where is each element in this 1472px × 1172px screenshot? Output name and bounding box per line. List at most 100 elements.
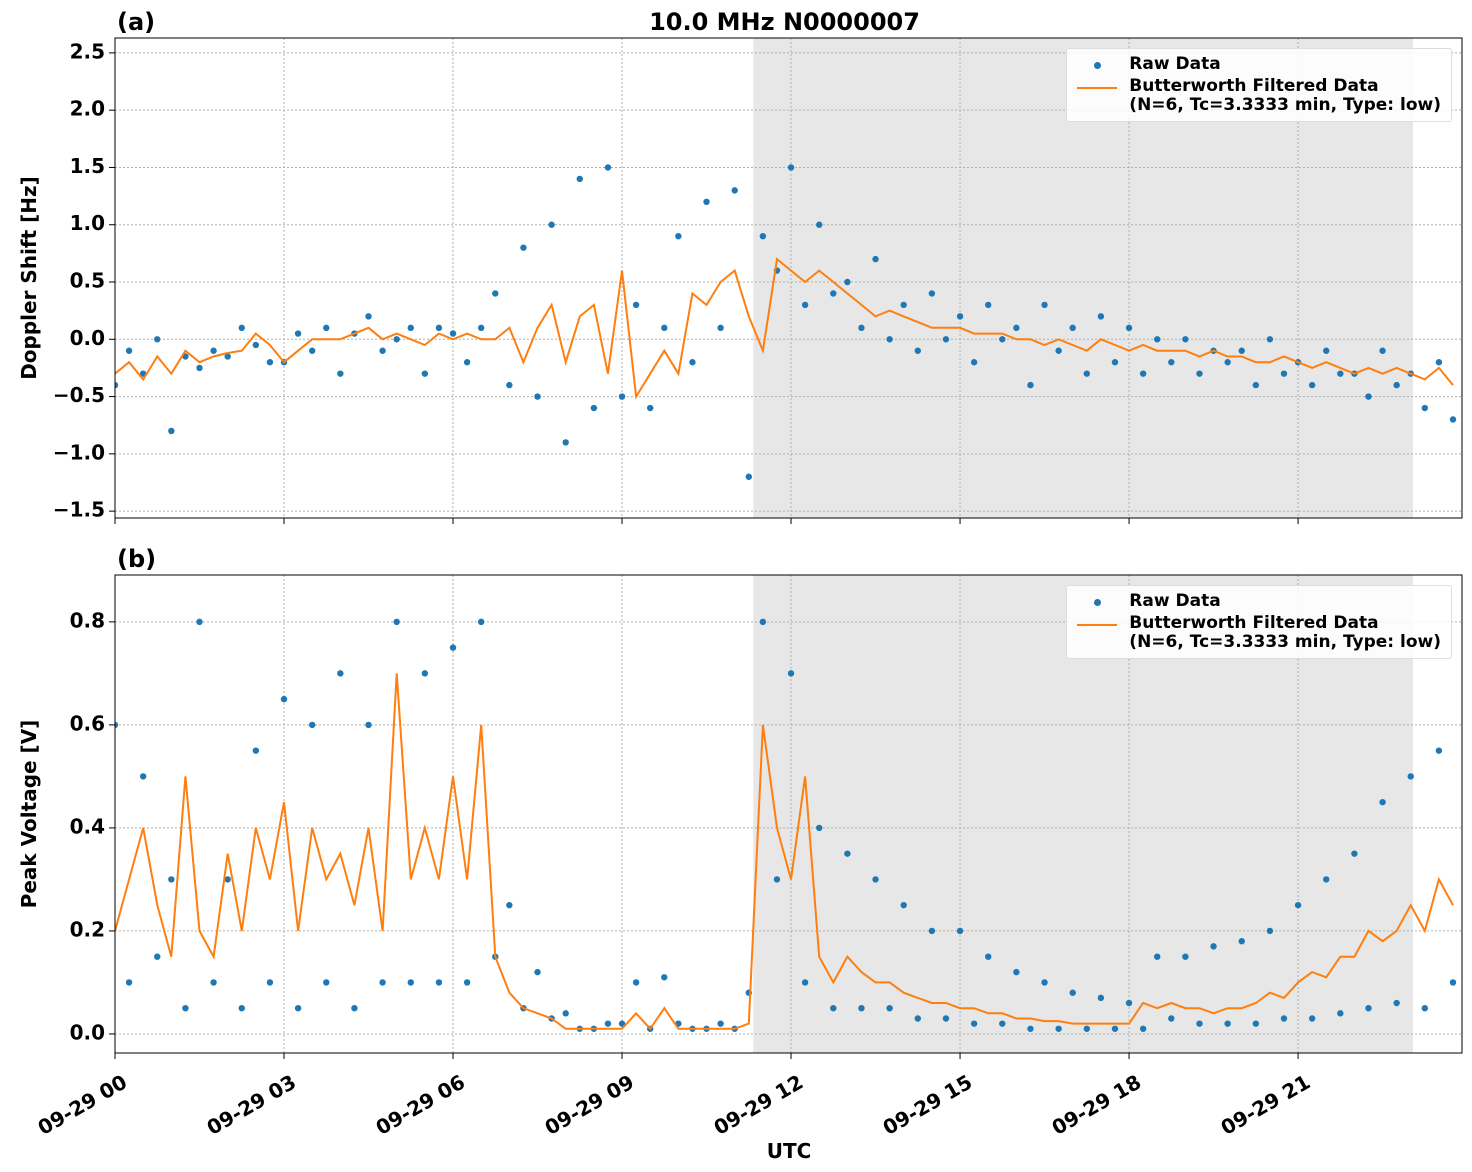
raw-point [238,1004,245,1012]
raw-point [168,427,175,435]
raw-point [1407,773,1414,780]
y-tick-label: 0.5 [70,269,105,293]
y-axis-label: Doppler Shift [Hz] [17,176,41,380]
raw-point [210,347,217,354]
raw-point [830,1004,837,1012]
raw-point [1224,1020,1231,1027]
filtered-line [115,673,1454,1031]
raw-point [435,979,443,986]
x-tick-label: 09-29 06 [372,1070,470,1140]
raw-point [1238,347,1245,354]
y-tick-label: −1.5 [53,498,105,522]
raw-point [407,979,414,986]
legend-symbol [1077,77,1118,97]
raw-point [1168,1015,1175,1022]
legend-entry: Raw Data [1077,55,1441,75]
raw-point [576,175,583,183]
raw-point [787,164,795,171]
panel-label: (b) [117,545,156,573]
y-tick-label: 0.6 [70,711,105,735]
raw-point [1154,336,1161,343]
raw-point [1196,1020,1203,1027]
raw-point [506,901,513,909]
raw-point [154,336,161,343]
raw-point [703,198,710,206]
raw-point [1266,927,1274,935]
raw-point [731,187,738,194]
raw-point [1111,1025,1119,1032]
raw-point [1266,336,1274,343]
raw-point [1168,359,1175,366]
plot-area [115,618,1457,1032]
legend-dot [1094,599,1102,606]
raw-point [1449,416,1457,423]
axes-frame [114,37,1463,519]
raw-point [351,1004,358,1012]
raw-point [970,1020,978,1027]
raw-point [1308,381,1316,389]
raw-point [1393,999,1400,1007]
raw-point [252,747,260,754]
raw-point [604,1020,612,1027]
raw-point [985,953,992,960]
x-tick-label: 09-29 15 [879,1070,977,1140]
raw-point [1097,313,1105,320]
raw-point [1449,979,1457,986]
raw-point [1379,798,1386,806]
y-tick-label: 0.2 [70,917,105,941]
y-axis-label: Peak Voltage [V] [17,720,41,909]
raw-point [1280,370,1288,377]
x-tick-label: 09-29 00 [34,1070,132,1140]
raw-point [379,979,386,986]
legend-symbol [1077,614,1118,634]
raw-point [970,359,978,366]
raw-point [449,330,457,337]
raw-point [280,695,288,703]
raw-point [646,404,654,412]
raw-point [1435,359,1443,366]
raw-point [323,324,330,332]
raw-point [125,979,133,986]
raw-point [449,644,457,651]
raw-point [294,1004,302,1012]
raw-point [914,1015,921,1022]
raw-point [463,359,471,366]
raw-point [886,1004,893,1012]
raw-point [661,974,668,981]
raw-point [115,381,119,389]
legend-symbol [1077,55,1117,75]
raw-point [745,473,752,480]
y-tick-label: 2.5 [70,39,105,63]
legend-label: Raw Data [1129,54,1221,74]
y-tick-label: 2.0 [70,97,105,121]
raw-point [1323,876,1330,883]
raw-point [618,1020,626,1027]
raw-point [520,244,527,251]
raw-point [393,618,400,626]
raw-point [196,364,203,372]
raw-point [139,773,147,780]
raw-point [618,393,626,400]
raw-point [844,850,851,857]
raw-point [886,336,893,343]
raw-point [956,313,964,320]
legend-entry: Butterworth Filtered Data (N=6, Tc=3.333… [1077,614,1441,652]
raw-point [1069,989,1076,996]
raw-point [858,324,865,332]
legend-label: Butterworth Filtered Data (N=6, Tc=3.333… [1129,76,1441,115]
raw-point [830,290,837,297]
raw-point [1125,324,1133,332]
raw-point [928,290,936,297]
raw-point [1182,336,1189,343]
raw-point [534,968,541,976]
raw-point [1351,850,1358,857]
raw-point [604,164,612,171]
raw-point [1182,953,1189,960]
raw-point [266,359,274,366]
raw-point [1224,359,1231,366]
raw-point [266,979,274,986]
raw-point [900,301,907,309]
raw-point [421,670,429,677]
raw-point [689,359,696,366]
